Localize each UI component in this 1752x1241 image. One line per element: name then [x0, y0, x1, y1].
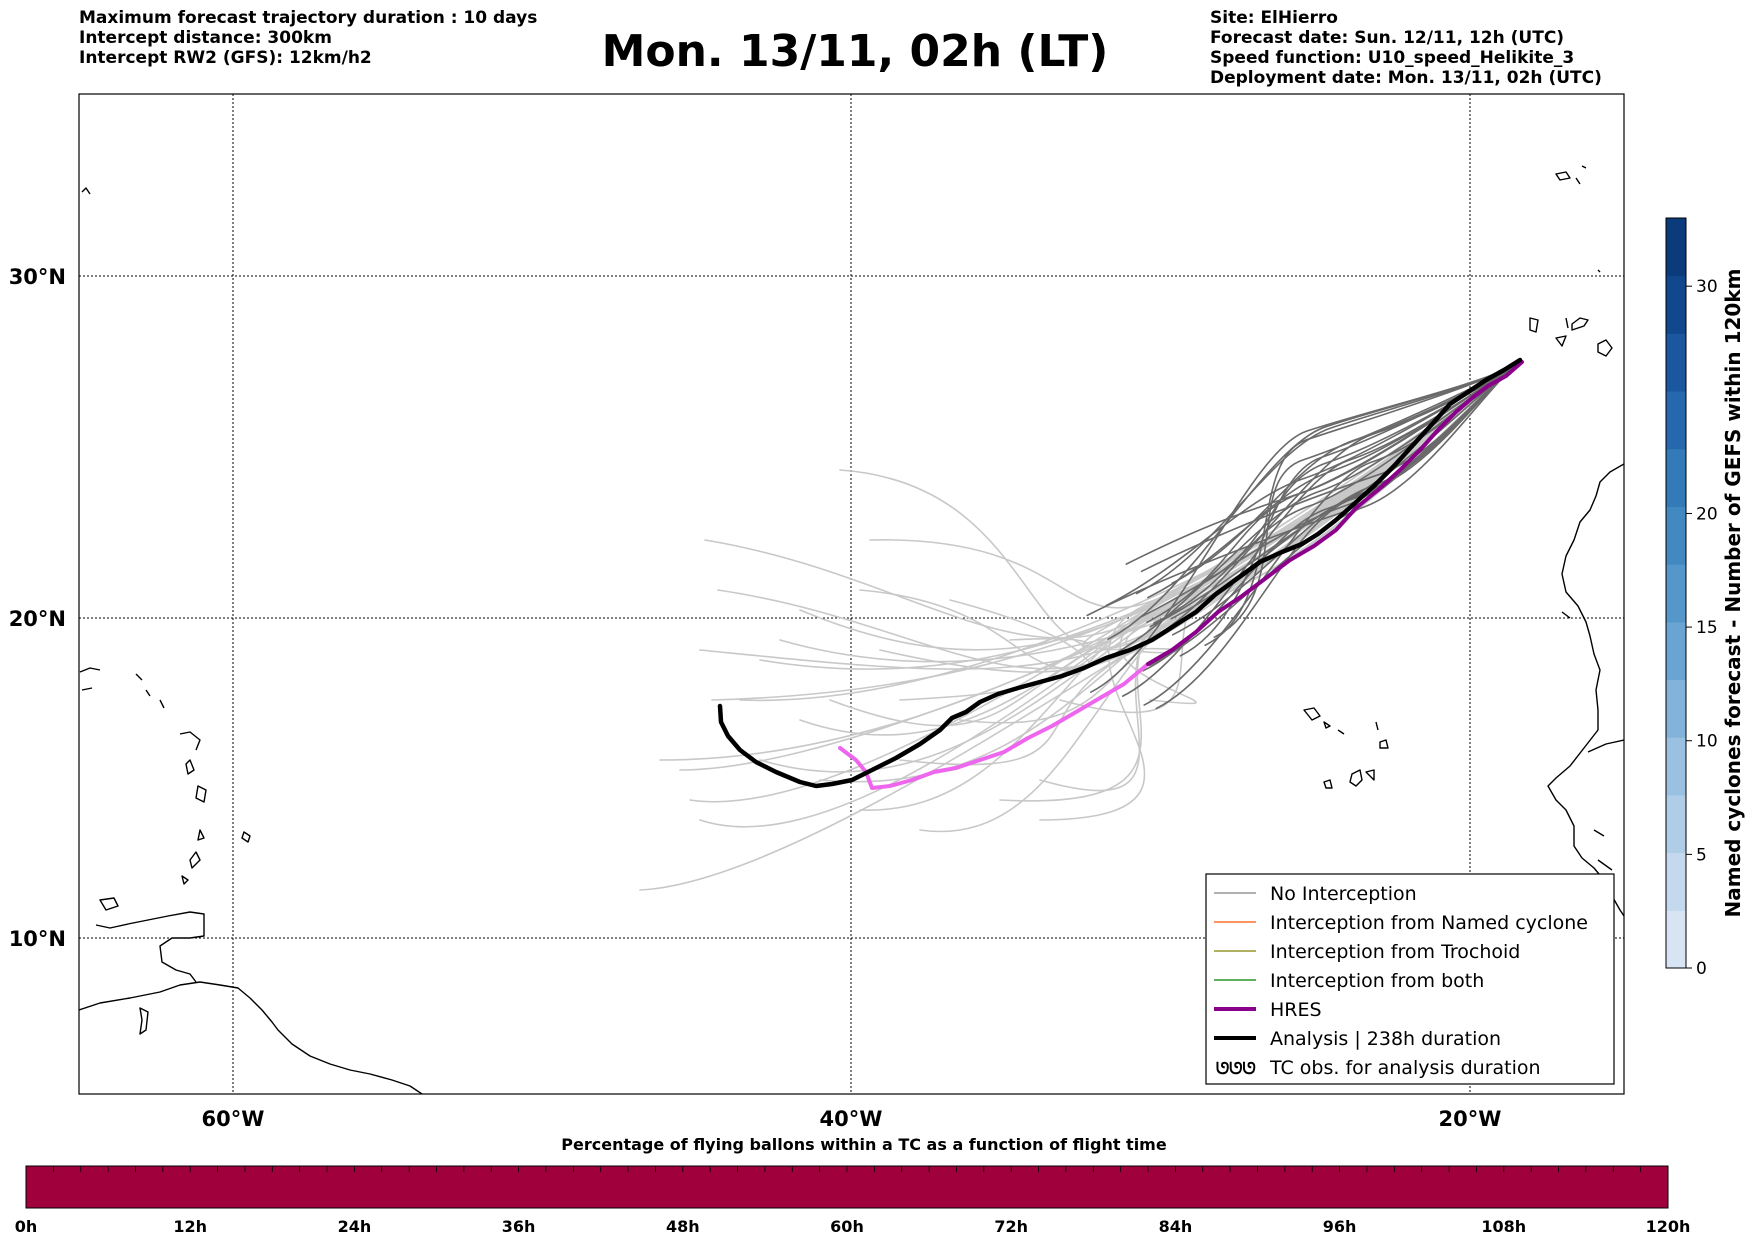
- colorbar-right-frame: [1665, 217, 1687, 969]
- legend-item-label: HRES: [1270, 999, 1322, 1021]
- colorbar-right-segment: [1666, 391, 1686, 450]
- colorbar-bottom-tick-label: 0h: [15, 1217, 38, 1236]
- colorbar-right-segment: [1666, 852, 1686, 911]
- coast-venezuela-north: [95, 911, 205, 983]
- colorbar-right-segment: [1666, 275, 1686, 334]
- ensemble-trajectories: [639, 361, 1521, 891]
- ensemble-trajectory: [717, 361, 1521, 670]
- colorbar-bottom-tick-label: 96h: [1323, 1217, 1357, 1236]
- coastlines: [79, 165, 1624, 1094]
- colorbar-right-segment: [1666, 679, 1686, 738]
- colorbar-bottom-tick-label: 48h: [666, 1217, 700, 1236]
- colorbar-right-label: Named cyclones forecast - Number of GEFS…: [1721, 269, 1745, 918]
- header-site: Site: ElHierro: [1210, 8, 1338, 28]
- coast-south-america: [79, 981, 423, 1094]
- ensemble-trajectory: [1039, 361, 1521, 792]
- coast-trinidad: [99, 897, 149, 1035]
- coast-africa: [1547, 463, 1624, 917]
- coast-caribbean-arc: [79, 667, 251, 885]
- ensemble-trajectory: [689, 361, 1521, 803]
- colorbar-bottom-tick-label: 84h: [1159, 1217, 1193, 1236]
- lat-label-30n: 30°N: [9, 265, 66, 289]
- header-speed-function: Speed function: U10_speed_Helikite_3: [1210, 48, 1575, 68]
- legend-item-label: Interception from both: [1270, 970, 1484, 992]
- colorbar-right-segment: [1666, 564, 1686, 623]
- legend-item-label: Interception from Trochoid: [1270, 941, 1520, 963]
- colorbar-bottom-tick-label: 108h: [1481, 1217, 1526, 1236]
- header-forecast-date: Forecast date: Sun. 12/11, 12h (UTC): [1210, 28, 1565, 48]
- page-title: Mon. 13/11, 02h (LT): [601, 26, 1109, 77]
- legend-symbol-tc-icon: ᘎᘎᘎ: [1216, 1059, 1256, 1078]
- header-deployment-date: Deployment date: Mon. 13/11, 02h (UTC): [1210, 68, 1602, 88]
- header-intercept-distance: Intercept distance: 300km: [79, 28, 332, 48]
- colorbar-bottom-bar: [25, 1165, 1669, 1209]
- lon-label-20w: 20°W: [1439, 1107, 1502, 1131]
- lat-label-10n: 10°N: [9, 927, 66, 951]
- colorbar-right-segment: [1666, 333, 1686, 392]
- colorbar-right-segment: [1666, 794, 1686, 854]
- ensemble-trajectory: [869, 361, 1521, 609]
- hres-trajectory: [1146, 360, 1524, 666]
- ensemble-trajectory-late: [1135, 361, 1521, 595]
- coast-madeira: [1555, 165, 1587, 185]
- header-left: Maximum forecast trajectory duration : 1…: [79, 8, 537, 68]
- colorbar-bottom-tick-label: 120h: [1646, 1217, 1691, 1236]
- ensemble-trajectory-late: [1086, 361, 1521, 617]
- map-panel: 30°N 20°N 10°N 60°W 40°W 20°W No Interce…: [9, 93, 1625, 1131]
- legend: No Interception Interception from Named c…: [1205, 873, 1615, 1085]
- ensemble-trajectory-late: [1125, 361, 1521, 565]
- colorbar-right-tick-label: 0: [1696, 959, 1707, 979]
- legend-item-label: No Interception: [1270, 883, 1417, 905]
- lon-label-40w: 40°W: [820, 1107, 883, 1131]
- header-duration: Maximum forecast trajectory duration : 1…: [79, 8, 538, 28]
- colorbar-right-tick-label: 10: [1696, 732, 1718, 752]
- lat-label-20n: 20°N: [9, 607, 66, 631]
- header-right: Site: ElHierro Forecast date: Sun. 12/11…: [1210, 8, 1602, 88]
- colorbar-right-tick-label: 5: [1696, 845, 1707, 865]
- colorbar-right-segment: [1666, 506, 1686, 565]
- colorbar-bottom-tick-label: 72h: [994, 1217, 1028, 1236]
- colorbar-right-segment: [1666, 621, 1686, 681]
- ensemble-trajectory-late: [1148, 361, 1521, 667]
- legend-item-label: Interception from Named cyclone: [1270, 912, 1588, 934]
- colorbar-right-segment: [1666, 218, 1686, 277]
- colorbar-bottom-tick-label: 36h: [502, 1217, 536, 1236]
- hres-trajectory-pink: [838, 662, 1150, 790]
- legend-item-label: TC obs. for analysis duration: [1269, 1057, 1541, 1079]
- colorbar-right: 0 5 10 15 20 30 Named cyclones forecast - Num…: [1665, 217, 1745, 979]
- ensemble-trajectory-late: [1107, 361, 1521, 640]
- coast-africa-details: [1561, 611, 1624, 871]
- coast-canary-islands: [1529, 317, 1613, 357]
- colorbar-right-segment: [1666, 737, 1686, 796]
- coast-misc: [81, 187, 1601, 273]
- legend-item-label: Analysis | 238h duration: [1270, 1028, 1501, 1050]
- coast-cape-verde: [1303, 707, 1389, 789]
- colorbar-right-segment: [1666, 448, 1686, 507]
- legend-box: [1205, 873, 1615, 1085]
- lon-label-60w: 60°W: [202, 1107, 265, 1131]
- colorbar-bottom-tick-label: 12h: [173, 1217, 207, 1236]
- colorbar-right-tick-label: 15: [1696, 618, 1718, 638]
- colorbar-right-segment: [1666, 910, 1686, 969]
- ensemble-trajectory: [1119, 361, 1521, 705]
- ensemble-trajectory: [639, 361, 1521, 891]
- ensemble-trajectory: [704, 361, 1521, 639]
- map-frame: [78, 93, 1625, 1095]
- colorbar-bottom: Percentage of flying ballons within a TC…: [15, 1135, 1691, 1236]
- ensemble-trajectory: [859, 361, 1521, 670]
- colorbar-right-tick-label: 30: [1696, 277, 1718, 297]
- colorbar-bottom-tick-label: 24h: [338, 1217, 372, 1236]
- header-intercept-rw2: Intercept RW2 (GFS): 12km/h2: [79, 48, 372, 68]
- analysis-trajectory: [717, 357, 1523, 789]
- colorbar-bottom-tick-label: 60h: [830, 1217, 864, 1236]
- colorbar-right-tick-label: 20: [1696, 504, 1718, 524]
- colorbar-bottom-title: Percentage of flying ballons within a TC…: [561, 1135, 1167, 1154]
